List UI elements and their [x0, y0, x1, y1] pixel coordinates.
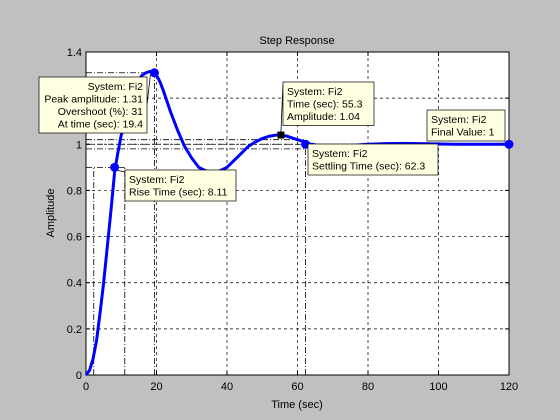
marker-group: [110, 68, 514, 172]
datatip-line: Rise Time (sec): 8.11: [129, 187, 228, 199]
y-tick-label: 0.4: [67, 278, 82, 290]
rise-marker: [110, 162, 120, 172]
datatip-box: [307, 143, 439, 176]
datatip-box: [426, 109, 506, 142]
x-tick-label: 40: [221, 381, 233, 393]
x-tick-label: 0: [83, 381, 89, 393]
datatip-box: [124, 169, 237, 202]
final-marker: [504, 139, 514, 149]
reference-lines: [86, 72, 509, 375]
x-tick-label: 20: [150, 381, 162, 393]
datatip-line: Peak amplitude: 1.31: [44, 94, 143, 106]
datatip-line: Final Value: 1: [431, 127, 495, 139]
datatip-line: At time (sec): 19.4: [58, 119, 143, 131]
x-axis-label: Time (sec): [271, 399, 323, 411]
datatip-box: [282, 81, 375, 126]
datatip-line: Overshoot (%): 31: [58, 106, 143, 118]
datatip-line: Amplitude: 1.04: [287, 111, 360, 123]
y-tick-label: 0.6: [67, 232, 82, 244]
y-tick-label: 0: [76, 370, 82, 382]
x-tick-label: 120: [500, 381, 518, 393]
x-tick-label: 80: [362, 381, 374, 393]
datatip-connector: [146, 74, 151, 106]
datatip-line: System: Fi2: [129, 174, 185, 186]
y-tick-label: 0.8: [67, 185, 82, 197]
datatip-connector: [117, 169, 126, 173]
peak-marker: [149, 68, 159, 78]
datatip-line: System: Fi2: [312, 148, 368, 160]
y-tick-label: 1: [76, 139, 82, 151]
x-tick-label: 60: [291, 381, 303, 393]
datatip-line: System: Fi2: [287, 86, 343, 98]
y-tick-label: 0.2: [67, 324, 82, 336]
y-tick-label: 1.4: [67, 47, 82, 59]
datatip-line: Time (sec): 55.3: [287, 99, 363, 111]
datatip-box: [38, 76, 148, 134]
datatip-line: System: Fi2: [88, 81, 144, 93]
y-axis-label: Amplitude: [45, 189, 57, 238]
datatip-point-marker: [277, 131, 285, 139]
datatip-line: Settling Time (sec): 62.3: [312, 161, 425, 173]
x-tick-label: 100: [429, 381, 447, 393]
chart-title: Step Response: [259, 35, 334, 47]
datatip-line: System: Fi2: [431, 114, 487, 126]
